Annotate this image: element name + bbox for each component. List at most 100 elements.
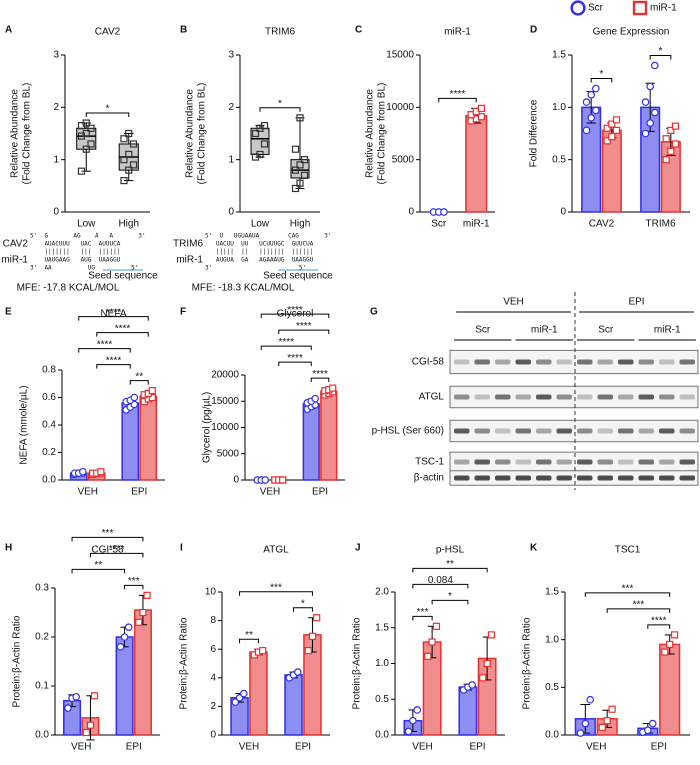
significance-bracket (278, 329, 330, 335)
significance-label: **** (450, 89, 466, 100)
data-point (598, 723, 606, 731)
group-label: Scr (598, 325, 614, 336)
chart-title: CGI-58 (91, 545, 124, 556)
significance-bracket (606, 608, 671, 613)
y-tick-label: 0 (228, 207, 234, 218)
chart-title: miR-1 (444, 27, 471, 38)
chart-title: Gene Expression (593, 27, 670, 38)
blot-band (556, 394, 572, 400)
significance-label: 0.084 (428, 575, 453, 586)
y-tick-label: 2 (210, 701, 216, 712)
data-point (666, 640, 674, 649)
panel-letter: J (355, 543, 361, 554)
sequence-line: ||||||| ||| |||||| (30, 249, 120, 256)
blot-band (638, 428, 654, 434)
y-tick-label: 1.0 (552, 102, 566, 113)
group-label: miR-1 (531, 325, 558, 336)
data-point (667, 126, 675, 134)
treatment-label: VEH (503, 297, 524, 308)
x-tick-label: miR-1 (463, 219, 490, 230)
y-tick-label: 0.4 (42, 420, 56, 431)
significance-bracket (239, 638, 259, 644)
y-tick-label: 0.1 (35, 681, 49, 692)
significance-bracket (96, 364, 131, 369)
blot-band (536, 394, 552, 400)
sequence-line: UAUGAAG AUG UAAGGU (30, 257, 121, 264)
data-point (116, 642, 125, 651)
blot-row-label: β-actin (414, 473, 444, 484)
mirna-label: miR-1 (176, 255, 203, 266)
sequence-line: 5' G AG A A 3' (30, 233, 146, 240)
significance-bracket (412, 615, 433, 621)
blot-band (577, 475, 593, 481)
data-point (483, 659, 491, 668)
significance-bracket (78, 316, 149, 321)
data-point (612, 126, 621, 134)
panel-letter: D (530, 25, 537, 36)
sequence-line: 3' 5' (205, 265, 306, 272)
blot-band (618, 475, 634, 481)
y-tick-label: 15000 (386, 50, 414, 61)
data-point (329, 384, 337, 392)
data-point (582, 98, 591, 106)
data-point (468, 681, 477, 689)
blot-band (659, 428, 675, 434)
data-point (428, 638, 436, 646)
y-tick-label: 0.0 (375, 730, 389, 741)
blot-frame (449, 419, 699, 443)
data-point (259, 647, 267, 655)
y-tick-label: 0.2 (35, 632, 49, 643)
blot-band (495, 394, 511, 400)
significance-label: * (448, 591, 452, 602)
data-point (124, 623, 133, 632)
data-point (404, 727, 413, 736)
data-point (651, 108, 659, 117)
significance-bracket (647, 624, 671, 629)
data-point (143, 591, 151, 599)
significance-label: * (600, 69, 604, 80)
significance-bracket (431, 599, 469, 605)
data-point (296, 161, 304, 169)
data-point (300, 156, 309, 164)
legend-marker (570, 0, 586, 16)
blot-band (597, 475, 613, 481)
sequence-line: UACUU UU UCUUUGC GUUCUA (205, 241, 314, 248)
x-tick-label: EPI (469, 742, 485, 753)
blot-band (536, 428, 552, 434)
significance-bracket (89, 552, 144, 558)
significance-label: **** (287, 353, 303, 364)
y-axis-label: Protein:β-Actin Ratio (352, 617, 363, 709)
blot-band (597, 394, 613, 400)
treatment-label: EPI (628, 297, 644, 308)
significance-label: **** (115, 323, 131, 334)
blot-band (638, 475, 654, 481)
y-tick-label: 0.0 (35, 730, 49, 741)
x-tick-label: EPI (126, 742, 142, 753)
blot-band (515, 394, 531, 400)
significance-bracket (412, 583, 469, 589)
blot-row-label: TSC-1 (415, 457, 444, 468)
data-point (308, 632, 317, 640)
y-tick-label: 0.3 (35, 583, 49, 594)
y-tick-label: 1.5 (375, 622, 389, 633)
data-point (251, 129, 260, 138)
data-point (648, 719, 657, 728)
blot-band (556, 359, 572, 365)
data-point (148, 393, 156, 402)
blot-frame (449, 470, 699, 486)
panel-letter: B (180, 25, 187, 36)
data-point (608, 120, 616, 128)
blot-frame (449, 349, 699, 375)
panel-letter: I (180, 543, 183, 554)
y-tick-label: 10000 (211, 422, 239, 433)
bar (115, 636, 134, 736)
bar (465, 114, 488, 213)
seed-label: Seed sequence (263, 271, 333, 282)
data-point (662, 135, 670, 143)
y-tick-label: 0.0 (42, 475, 56, 486)
data-point (78, 467, 87, 476)
data-point (592, 84, 600, 93)
y-tick-label: 0.5 (552, 154, 566, 165)
data-point (97, 468, 105, 476)
